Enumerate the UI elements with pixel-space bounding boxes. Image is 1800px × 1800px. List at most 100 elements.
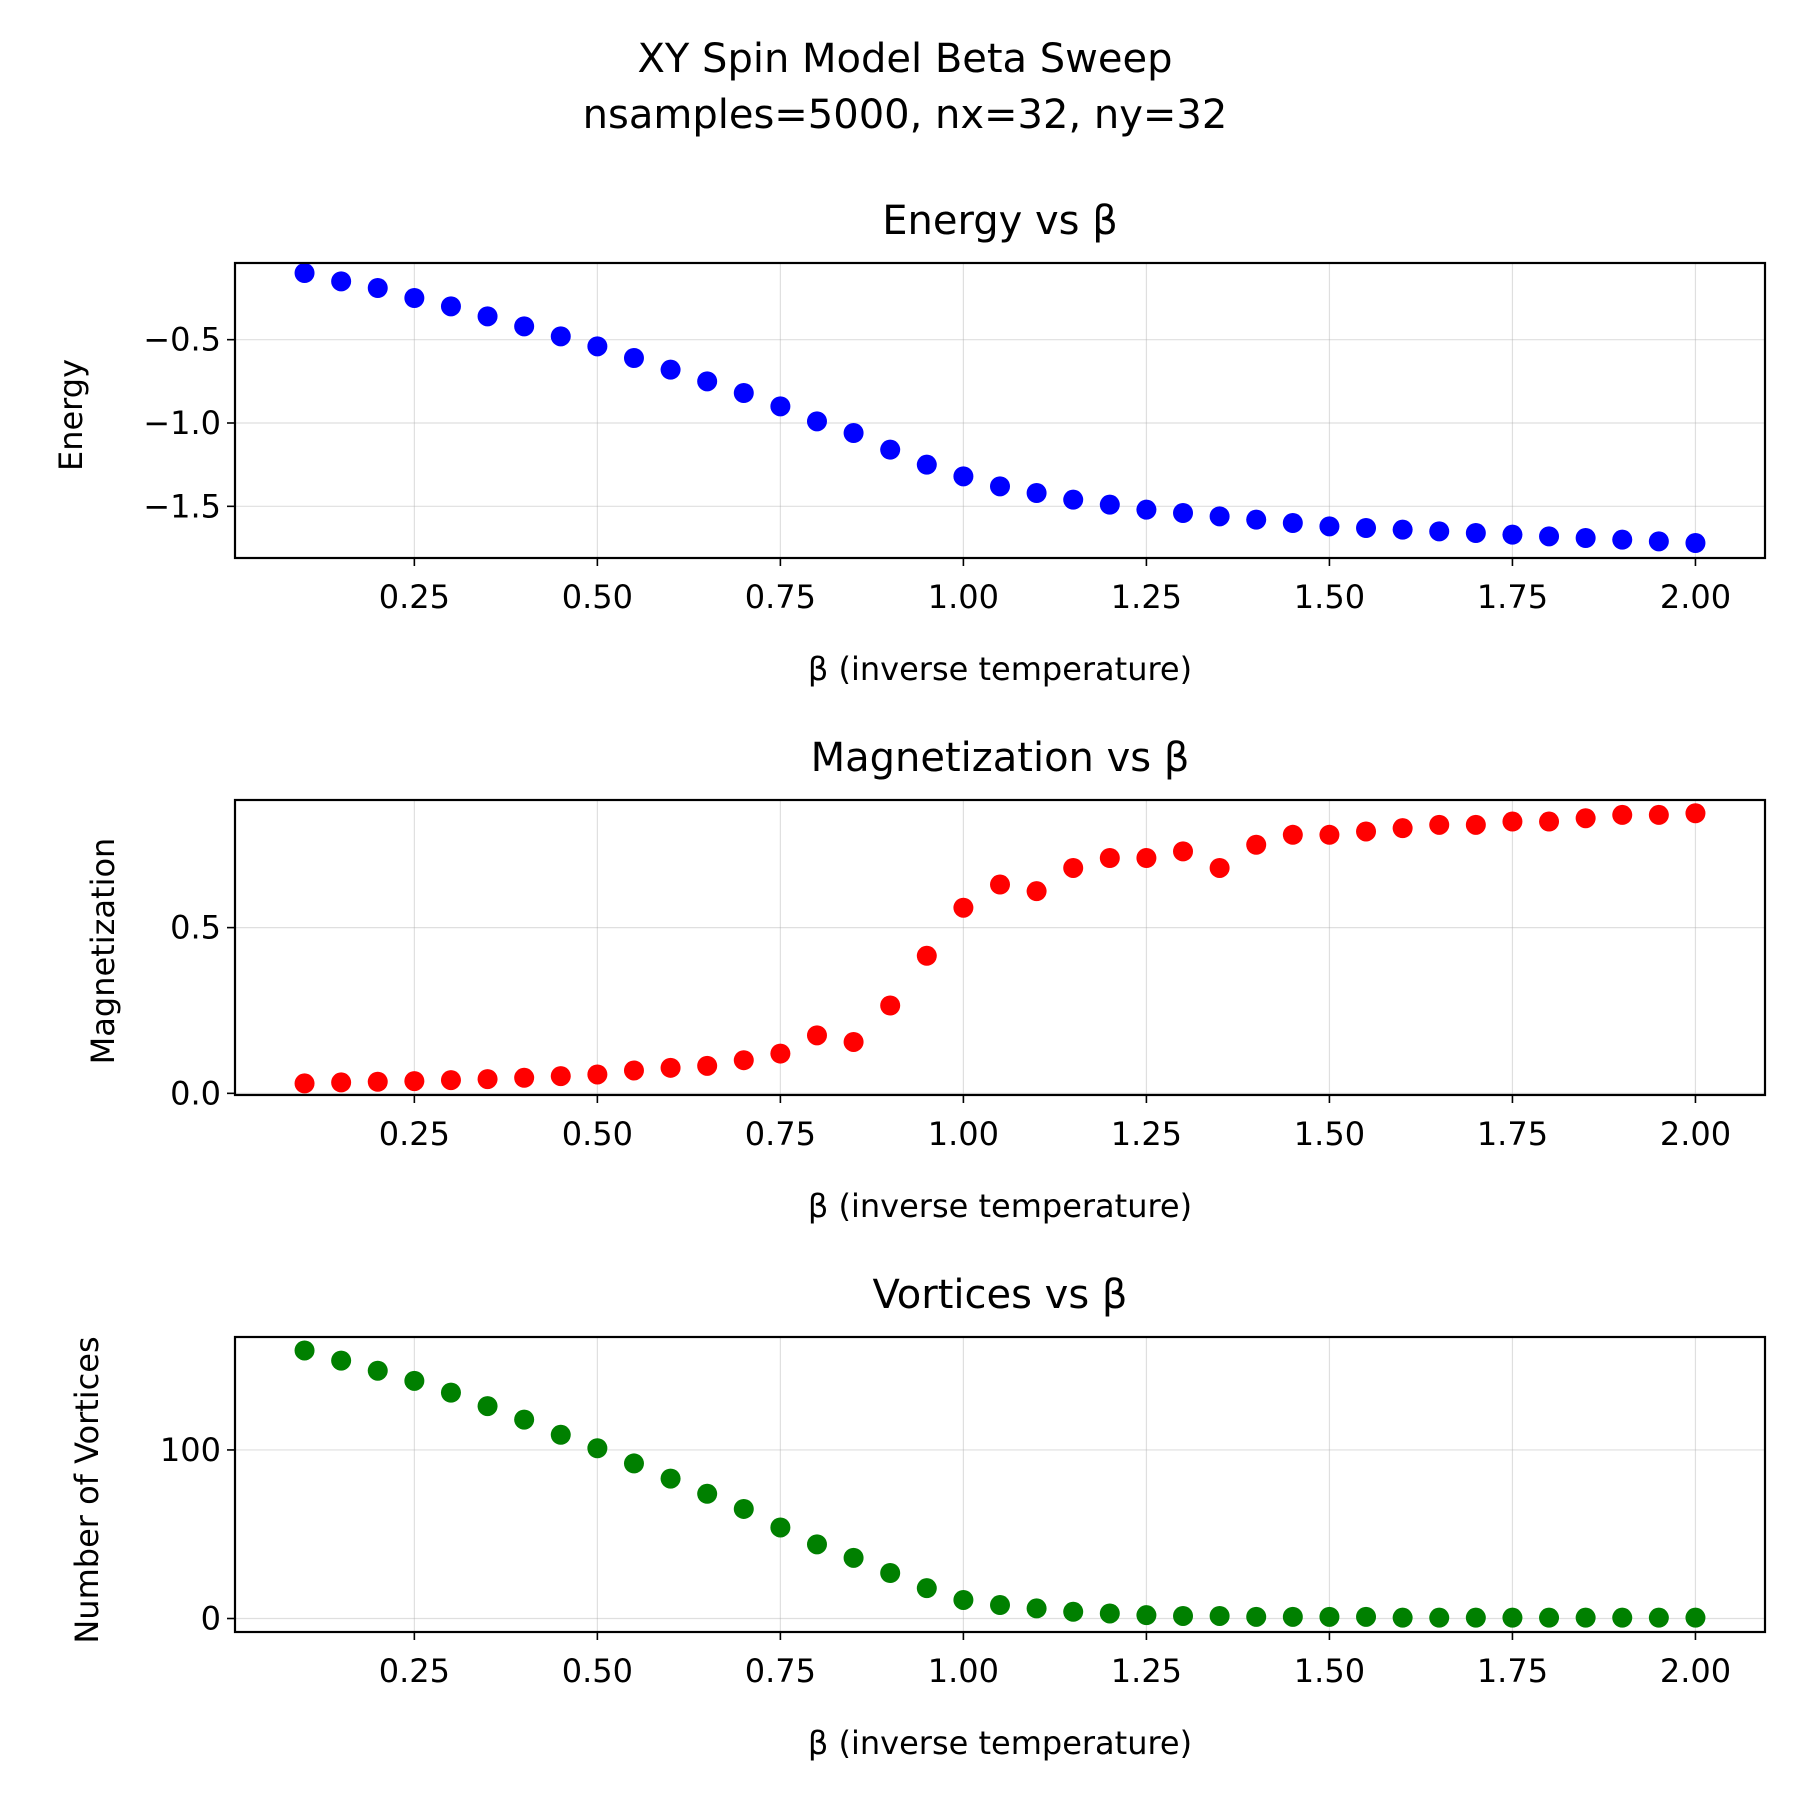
energy-data-point <box>1429 521 1450 542</box>
vortices-data-point <box>1026 1598 1047 1619</box>
magnetization-data-point <box>1026 881 1047 902</box>
magnetization-data-point <box>953 897 974 918</box>
magnetization-data-point <box>1063 857 1084 878</box>
vortices-data-point <box>550 1424 571 1445</box>
energy-data-point <box>367 278 388 298</box>
magnetization-data-point <box>514 1067 535 1088</box>
vortices-data-point <box>1173 1605 1194 1626</box>
energy-data-point <box>294 263 315 283</box>
energy-data-point <box>880 439 901 460</box>
vortices-plot-area: 0.25 0.50 0.75 1.00 1.25 1.50 1.75 2.00 0 100 <box>160 1335 1767 1690</box>
energy-data-point <box>1026 483 1047 503</box>
magnetization-x-tick-label: 1.75 <box>1477 1115 1548 1153</box>
vortices-data-point <box>367 1360 388 1381</box>
energy-data-point <box>404 288 425 308</box>
energy-data-point <box>697 371 718 392</box>
magnetization-x-tick-label: 1.50 <box>1294 1115 1365 1153</box>
energy-y-tick-label: −1.5 <box>143 487 221 525</box>
energy-data-point <box>1502 524 1523 545</box>
vortices-x-tick-label: 0.25 <box>379 1652 450 1690</box>
energy-data-point <box>806 411 827 432</box>
energy-data-point <box>1063 489 1084 510</box>
energy-data-point <box>1539 526 1560 547</box>
energy-y-tick-label: −0.5 <box>143 321 221 359</box>
magnetization-plot-area: 0.25 0.50 0.75 1.00 1.25 1.50 1.75 2.00 0.0 0.5 <box>170 798 1767 1153</box>
energy-data-point <box>1685 533 1706 553</box>
energy-data-point <box>843 423 864 443</box>
magnetization-data-point <box>1429 814 1450 835</box>
energy-x-tick-label: 2.00 <box>1660 578 1731 616</box>
vortices-data-point <box>477 1396 498 1417</box>
energy-y-tick-label: −1.0 <box>143 404 221 442</box>
energy-x-tick-label: 1.50 <box>1294 578 1365 616</box>
vortices-data-point <box>294 1340 315 1361</box>
magnetization-x-tick-label: 0.25 <box>379 1115 450 1153</box>
energy-data-point <box>550 326 571 347</box>
energy-data-point <box>514 316 535 337</box>
energy-data-point <box>770 396 791 417</box>
energy-data-point <box>953 466 974 487</box>
magnetization-x-tick-label: 0.50 <box>562 1115 633 1153</box>
vortices-x-tick-label: 1.75 <box>1477 1652 1548 1690</box>
magnetization-data-point <box>1209 857 1230 878</box>
vortices-data-point <box>623 1453 644 1474</box>
vortices-y-axis-label: Number of Vortices <box>68 1336 106 1643</box>
vortices-data-point <box>1136 1605 1157 1626</box>
energy-data-point <box>331 271 352 292</box>
vortices-data-point <box>1539 1607 1560 1628</box>
vortices-data-point <box>916 1578 937 1599</box>
vortices-data-point <box>806 1534 827 1555</box>
vortices-data-point <box>1575 1607 1596 1628</box>
magnetization-data-point <box>550 1066 571 1087</box>
energy-data-point <box>1356 518 1377 538</box>
energy-data-point <box>623 348 644 368</box>
magnetization-x-tick-label: 0.75 <box>745 1115 816 1153</box>
vortices-data-point <box>770 1517 791 1538</box>
magnetization-x-tick-label: 1.25 <box>1111 1115 1182 1153</box>
vortices-data-point <box>404 1370 425 1391</box>
vortices-y-tick-label: 100 <box>160 1431 221 1469</box>
energy-data-point <box>1575 528 1596 548</box>
vortices-data-point <box>1282 1606 1303 1627</box>
magnetization-data-point <box>587 1064 608 1085</box>
vortices-data-point <box>733 1498 754 1519</box>
magnetization-data-point <box>294 1073 315 1094</box>
magnetization-data-point <box>367 1071 388 1092</box>
vortices-data-point <box>990 1595 1010 1616</box>
magnetization-data-point <box>990 874 1010 895</box>
magnetization-y-tick-label: 0.0 <box>170 1074 221 1112</box>
magnetization-data-point <box>1685 803 1706 824</box>
vortices-data-point <box>880 1563 901 1583</box>
energy-x-tick-label: 1.00 <box>928 578 999 616</box>
magnetization-data-point <box>1246 834 1267 855</box>
vortices-x-tick-label: 0.50 <box>562 1652 633 1690</box>
magnetization-data-point <box>1136 848 1157 869</box>
magnetization-data-point <box>1539 811 1560 832</box>
magnetization-data-point <box>1502 811 1523 832</box>
vortices-data-point <box>1063 1601 1084 1622</box>
figure-title-line2: nsamples=5000, nx=32, ny=32 <box>583 92 1228 138</box>
vortices-data-point <box>660 1468 681 1489</box>
magnetization-data-point <box>1356 821 1377 842</box>
magnetization-data-point <box>440 1070 461 1091</box>
magnetization-data-point <box>916 945 937 966</box>
vortices-data-point <box>440 1382 461 1403</box>
magnetization-data-point <box>770 1043 791 1064</box>
vortices-data-point <box>953 1589 974 1610</box>
vortices-axes-frame <box>233 1335 1767 1634</box>
energy-data-point <box>1465 523 1486 543</box>
figure-title-line1: XY Spin Model Beta Sweep <box>638 36 1173 82</box>
magnetization-axes-frame <box>233 798 1767 1097</box>
magnetization-panel: Magnetization vs β β (inverse temperatur… <box>84 735 1767 1225</box>
vortices-data-point <box>1612 1607 1633 1628</box>
vortices-x-tick-label: 2.00 <box>1660 1652 1731 1690</box>
energy-data-point <box>1612 529 1633 550</box>
magnetization-x-axis-label: β (inverse temperature) <box>808 1187 1192 1225</box>
energy-data-point <box>1136 499 1157 520</box>
magnetization-data-point <box>1575 808 1596 829</box>
energy-data-point <box>477 306 498 327</box>
energy-data-point <box>990 476 1010 497</box>
magnetization-y-axis-label: Magnetization <box>84 838 122 1065</box>
vortices-x-tick-label: 1.50 <box>1294 1652 1365 1690</box>
